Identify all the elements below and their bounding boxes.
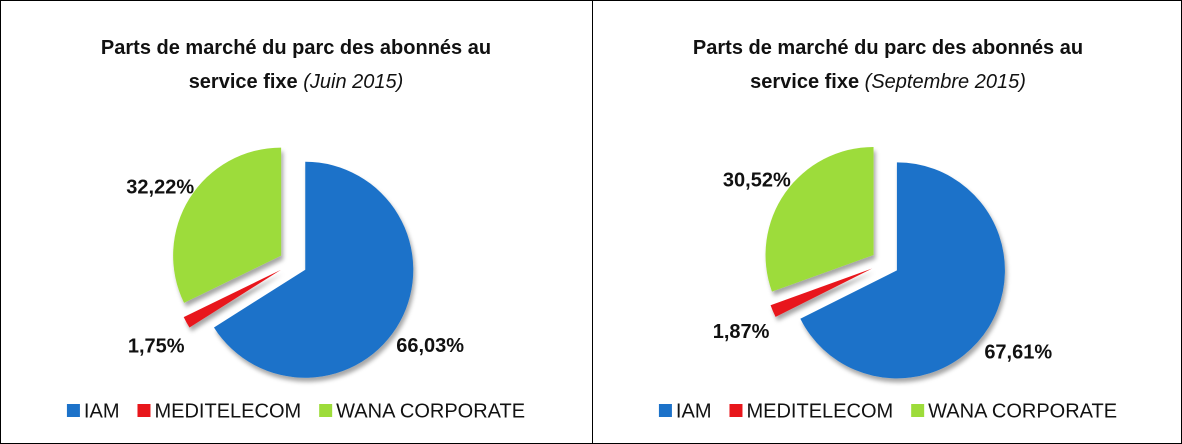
pie-slice	[183, 269, 281, 328]
chart: 66,03% 1,75% 32,22% IAM MEDITELECOM WANA CORP…	[66, 147, 525, 422]
legend-label: WANA CORPORATE	[928, 400, 1117, 422]
data-label: 66,03%	[396, 335, 464, 357]
chart-subtitle: (Juin 2015)	[303, 71, 404, 93]
pie-slice	[770, 268, 873, 317]
legend-label: IAM	[676, 400, 712, 422]
legend-swatch	[319, 404, 333, 417]
legend-label: WANA CORPORATE	[336, 400, 525, 422]
chart-title-block: Parts de marché du parc des abonnés au s…	[688, 31, 1088, 99]
legend: IAM MEDITELECOM WANA CORPORATE	[66, 400, 525, 422]
pie-slice	[765, 146, 874, 292]
pie-slice	[173, 147, 282, 303]
data-label: 67,61%	[984, 342, 1052, 364]
data-label: 32,22%	[126, 176, 194, 198]
legend-swatch	[137, 404, 151, 417]
legend: IAM MEDITELECOM WANA CORPORATE	[658, 400, 1117, 422]
legend-label: MEDITELECOM	[746, 400, 893, 422]
legend-swatch	[729, 404, 743, 417]
chart-panel: 66,03% 1,75% 32,22% IAM MEDITELECOM WANA CORP…	[1, 1, 591, 443]
legend-swatch	[66, 404, 80, 417]
chart-title-block: Parts de marché du parc des abonnés au s…	[96, 31, 496, 99]
chart: 67,61% 1,87% 30,52% IAM MEDITELECOM WANA CORP…	[658, 146, 1117, 422]
chart-subtitle: (Septembre 2015)	[864, 71, 1026, 93]
chart-panel: 67,61% 1,87% 30,52% IAM MEDITELECOM WANA CORP…	[592, 1, 1181, 443]
pie-slice	[213, 161, 414, 378]
legend-swatch	[911, 404, 925, 417]
chart-title: Parts de marché du parc des abonnés au s…	[692, 37, 1084, 93]
data-label: 1,87%	[713, 321, 770, 343]
data-label: 30,52%	[723, 169, 791, 191]
legend-label: MEDITELECOM	[154, 400, 301, 422]
legend-swatch	[658, 404, 672, 417]
legend-label: IAM	[84, 400, 120, 422]
chart-title: Parts de marché du parc des abonnés au s…	[100, 37, 492, 93]
pie-slice	[800, 162, 1005, 379]
data-label: 1,75%	[128, 336, 185, 358]
